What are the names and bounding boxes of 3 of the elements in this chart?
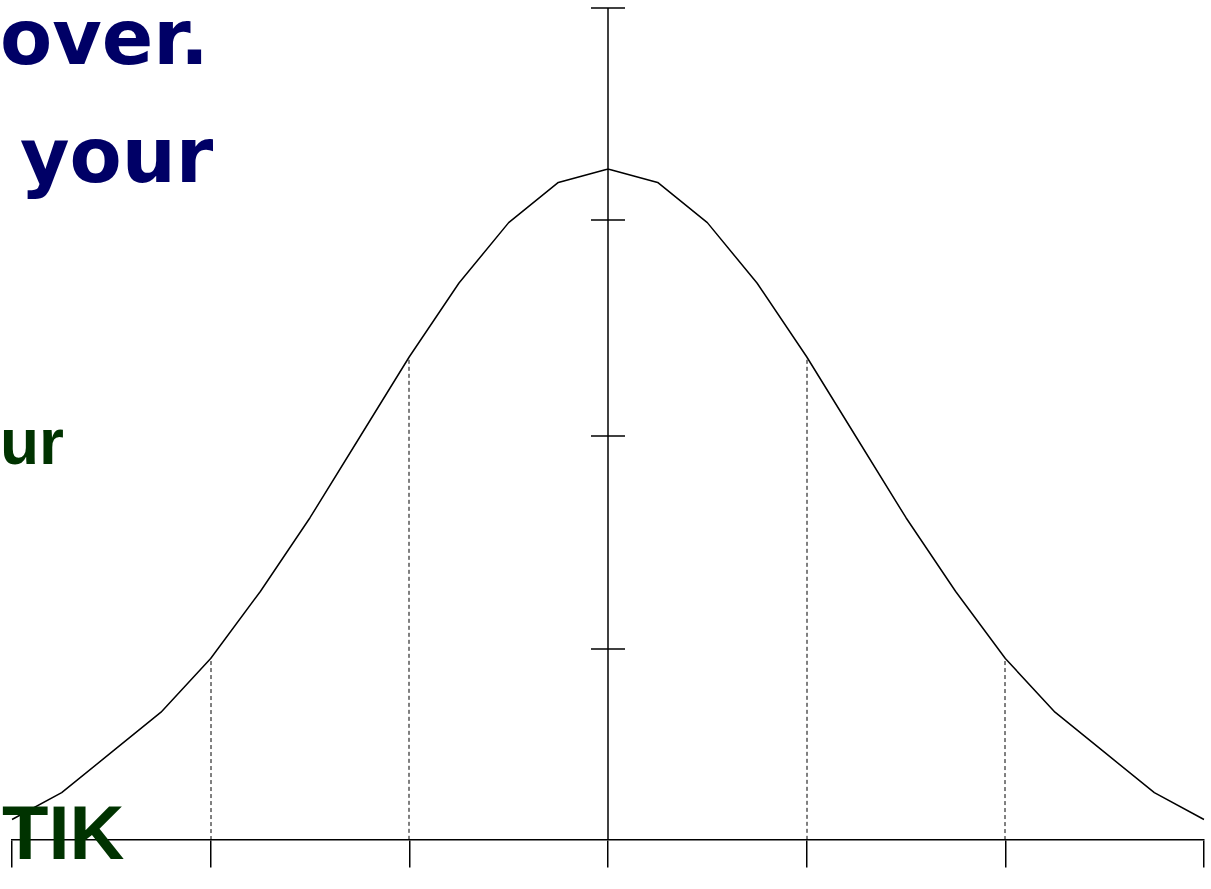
text: over. <box>0 0 209 82</box>
annotation: ur <box>0 406 64 478</box>
annotation: your <box>20 111 214 200</box>
